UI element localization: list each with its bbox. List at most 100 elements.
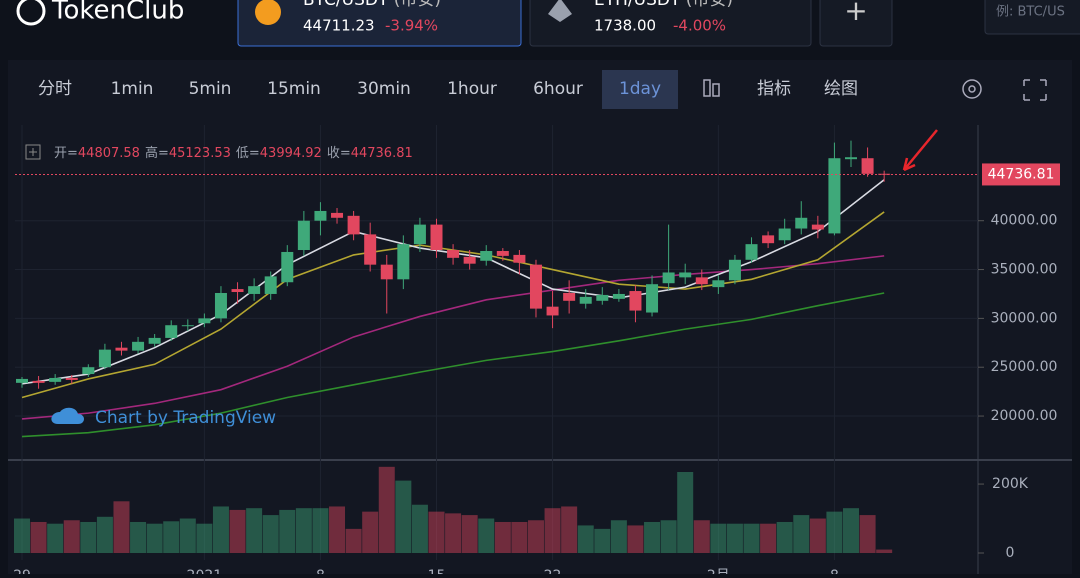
chart-panel <box>8 60 1072 574</box>
tab[interactable] <box>237 0 522 47</box>
volume-bar <box>329 506 346 553</box>
settings-icon[interactable] <box>962 79 982 99</box>
interval[interactable]: 1min <box>111 79 154 99</box>
volume-bar <box>411 504 428 553</box>
logo: TokenClub <box>51 0 184 26</box>
candle-body <box>728 259 741 281</box>
exchange: (币安) <box>686 0 733 10</box>
volume-bar <box>660 520 677 553</box>
y-tick-label: 30000.00 <box>991 310 1058 326</box>
price: 1738.00 <box>594 17 656 35</box>
candle-body <box>861 158 874 174</box>
volume-bar <box>163 521 180 553</box>
volume-bar <box>96 516 113 553</box>
interval[interactable]: 15min <box>267 79 321 99</box>
volume-bar <box>527 520 544 553</box>
toolbar-icons <box>703 79 1047 101</box>
x-tick-label: 8 <box>830 568 839 574</box>
pair: BTC/USDT (币安) <box>303 0 441 10</box>
watermark: Chart by TradingView <box>95 408 276 428</box>
price: 44711.23 <box>303 17 375 35</box>
candle-body <box>331 212 344 218</box>
candle-body <box>214 292 227 319</box>
legend-value: 45123.53 <box>169 146 231 161</box>
interval[interactable]: 5min <box>189 79 232 99</box>
selected-bg <box>602 70 678 109</box>
volume-bar <box>577 525 594 553</box>
change: -4.00% <box>673 17 726 35</box>
arrow <box>902 129 938 172</box>
interval[interactable]: 1hour <box>447 79 497 99</box>
indicators[interactable]: 指标 <box>757 79 791 99</box>
volume-bar <box>627 525 644 553</box>
legend-toggle[interactable] <box>25 144 41 160</box>
volume-bar <box>594 528 611 553</box>
y-tick-label: 25000.00 <box>991 359 1058 375</box>
volume-bar <box>710 523 727 553</box>
candle-icon[interactable] <box>712 83 720 97</box>
search-placeholder: 例: BTC/US <box>996 5 1065 20</box>
volume-bar <box>793 515 810 553</box>
candle-body <box>181 325 194 327</box>
candle-body <box>646 284 659 313</box>
interval[interactable]: 1day <box>619 79 661 99</box>
candle-body <box>579 296 592 304</box>
ma-line <box>21 292 885 438</box>
candle-body <box>529 264 542 309</box>
toolbar: 分时 1min 5min 15min 30min 1hour 6hour 1day <box>38 70 678 109</box>
settings-icon <box>968 85 976 93</box>
x-tick-label: 8 <box>316 568 325 574</box>
x-tick-label: 15 <box>428 568 446 574</box>
volume-bar <box>876 549 893 553</box>
volume-bar <box>146 523 163 553</box>
interval[interactable]: 6hour <box>533 79 583 99</box>
candle-body <box>364 234 377 265</box>
drawing[interactable]: 绘图 <box>824 79 858 99</box>
volume-bar <box>494 521 511 553</box>
candle-body <box>679 272 692 278</box>
candle-body <box>82 367 95 375</box>
volume-bar <box>113 501 130 553</box>
interval[interactable]: 30min <box>357 79 411 99</box>
y-tick-label: 40000.00 <box>991 213 1058 229</box>
candle-body <box>563 292 576 301</box>
btc-icon <box>255 0 281 25</box>
volume-bar <box>809 518 826 553</box>
candle-body <box>496 250 509 256</box>
vol-tick-label: 0 <box>1006 545 1015 561</box>
fullscreen-icon[interactable] <box>1023 79 1047 101</box>
pair-name: ETH/USDT <box>594 0 681 10</box>
volume-bar <box>478 518 495 553</box>
volume-bar <box>544 508 561 553</box>
volume-bar <box>395 480 412 553</box>
x-tick-label: 2月 <box>707 568 730 574</box>
add-button[interactable] <box>819 0 893 47</box>
candle-body <box>612 293 625 299</box>
x-tick-label: 2021 <box>187 568 223 574</box>
candle-body <box>16 378 28 383</box>
candle-body <box>662 272 675 284</box>
volume-bar <box>843 508 859 553</box>
tab[interactable] <box>529 0 812 47</box>
volume-bar <box>743 523 760 553</box>
volume-bar <box>859 515 876 553</box>
search[interactable] <box>984 0 1080 35</box>
volume-bar <box>760 523 777 553</box>
volume-bar <box>428 511 445 553</box>
volume-bar <box>726 523 743 553</box>
candle-body <box>281 251 294 283</box>
interval[interactable]: 分时 <box>38 79 72 99</box>
candle-body <box>264 276 277 294</box>
x-tick-label: 29 <box>13 568 31 574</box>
legend-key: 收= <box>327 146 351 161</box>
candle-body <box>115 347 128 351</box>
legend-toggle-icon <box>29 148 37 156</box>
candle-icon[interactable] <box>703 79 711 97</box>
candle-body <box>132 341 145 351</box>
candle-body <box>447 250 460 258</box>
vol-tick-label: 200K <box>992 476 1029 492</box>
candle-body <box>463 256 476 264</box>
volume-bar <box>130 521 147 553</box>
